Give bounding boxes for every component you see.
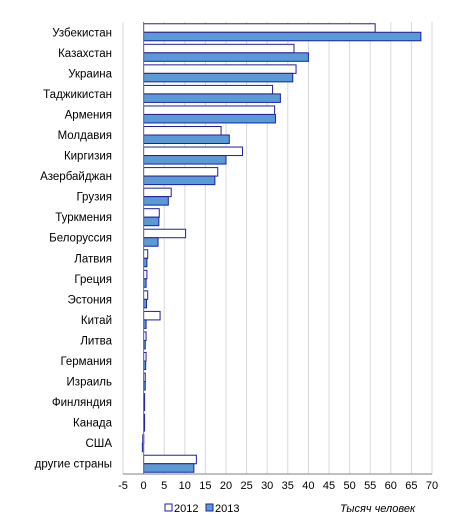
bar-2013-2 — [143, 72, 294, 83]
bar-2012-8 — [143, 187, 172, 198]
category-label: другие страны — [35, 459, 112, 471]
category-label: Туркмения — [55, 212, 112, 224]
bar-2012-3 — [143, 84, 274, 95]
bar-2013-5 — [143, 134, 230, 144]
x-tick-label: 25 — [240, 480, 252, 492]
category-label: Украина — [68, 68, 112, 80]
legend-swatch-2012 — [164, 503, 173, 512]
bar-2012-11 — [143, 249, 149, 259]
x-tick-label: 30 — [261, 480, 273, 492]
category-label: Азербайджан — [40, 171, 112, 183]
x-tick-label: 35 — [282, 480, 294, 492]
category-label: Канада — [73, 418, 113, 430]
x-tick-label: 5 — [161, 480, 167, 492]
category-label: Германия — [60, 356, 112, 368]
x-tick-label: 60 — [385, 480, 397, 492]
bar-2013-3 — [143, 93, 281, 103]
category-label: Киргизия — [64, 151, 112, 163]
bar-2012-5 — [143, 126, 222, 136]
bar-2013-1 — [143, 52, 309, 62]
x-tick-label: 45 — [323, 480, 335, 492]
bar-2013-7 — [143, 175, 216, 186]
bar-2013-10 — [143, 237, 159, 247]
x-tick-label: 20 — [220, 480, 232, 492]
bar-2013-4 — [143, 113, 276, 124]
legend: 2012 2013 — [164, 503, 239, 515]
bar-2013-0 — [143, 31, 422, 42]
bar-2012-6 — [143, 146, 243, 157]
category-label: Латвия — [74, 253, 112, 265]
bar-2012-4 — [143, 105, 276, 115]
category-label: Таджикистан — [43, 89, 112, 101]
x-tick-label: 65 — [405, 480, 417, 492]
category-label: Грузия — [76, 192, 112, 204]
legend-label-2012: 2012 — [174, 503, 198, 515]
legend-swatch-2013 — [205, 503, 214, 512]
x-axis-title: Тысяч человек — [340, 503, 416, 515]
category-label: Армения — [65, 109, 112, 121]
category-labels: Узбекистан Казахстан Украина Таджикистан Арм… — [35, 27, 113, 470]
x-tick-label: 55 — [364, 480, 376, 492]
bar-2012-2 — [143, 64, 297, 74]
bar-2013-8 — [143, 196, 169, 206]
bar-2012-7 — [143, 167, 219, 177]
bar-2013-6 — [143, 155, 227, 165]
x-tick-label: 10 — [179, 480, 191, 492]
x-tick-label: 40 — [302, 480, 314, 492]
x-tick-labels: -5 0 5 10 15 20 25 30 35 40 45 50 55 60 65 70 — [118, 480, 438, 492]
category-label: Финляндия — [52, 397, 112, 409]
bar-2013-21 — [143, 463, 195, 473]
bar-2012-0 — [143, 23, 376, 33]
category-label: Литва — [80, 335, 112, 347]
x-tick-label: -5 — [118, 480, 128, 492]
x-tick-label: 50 — [343, 480, 355, 492]
bar-2012-9 — [143, 208, 160, 218]
bar-2012-10 — [143, 228, 187, 239]
category-label: Китай — [81, 315, 112, 327]
bar-2012-1 — [143, 43, 295, 54]
bar-2012-13 — [143, 290, 149, 300]
x-tick-label: 70 — [426, 480, 438, 492]
category-label: Молдавия — [58, 130, 112, 142]
bar-2013-9 — [143, 216, 160, 227]
legend-label-2013: 2013 — [215, 503, 239, 515]
category-label: Эстония — [67, 294, 112, 306]
bar-2012-14 — [143, 310, 161, 321]
bars — [141, 23, 422, 473]
category-label: Израиль — [67, 377, 112, 389]
x-tick-label: 0 — [141, 480, 147, 492]
category-label: Белоруссия — [49, 233, 112, 245]
bar-2012-21 — [143, 454, 197, 465]
category-label: Казахстан — [58, 48, 112, 60]
category-label: Узбекистан — [52, 27, 112, 39]
category-label: Греция — [74, 274, 112, 286]
category-label: США — [85, 438, 112, 450]
x-tick-label: 15 — [199, 480, 211, 492]
